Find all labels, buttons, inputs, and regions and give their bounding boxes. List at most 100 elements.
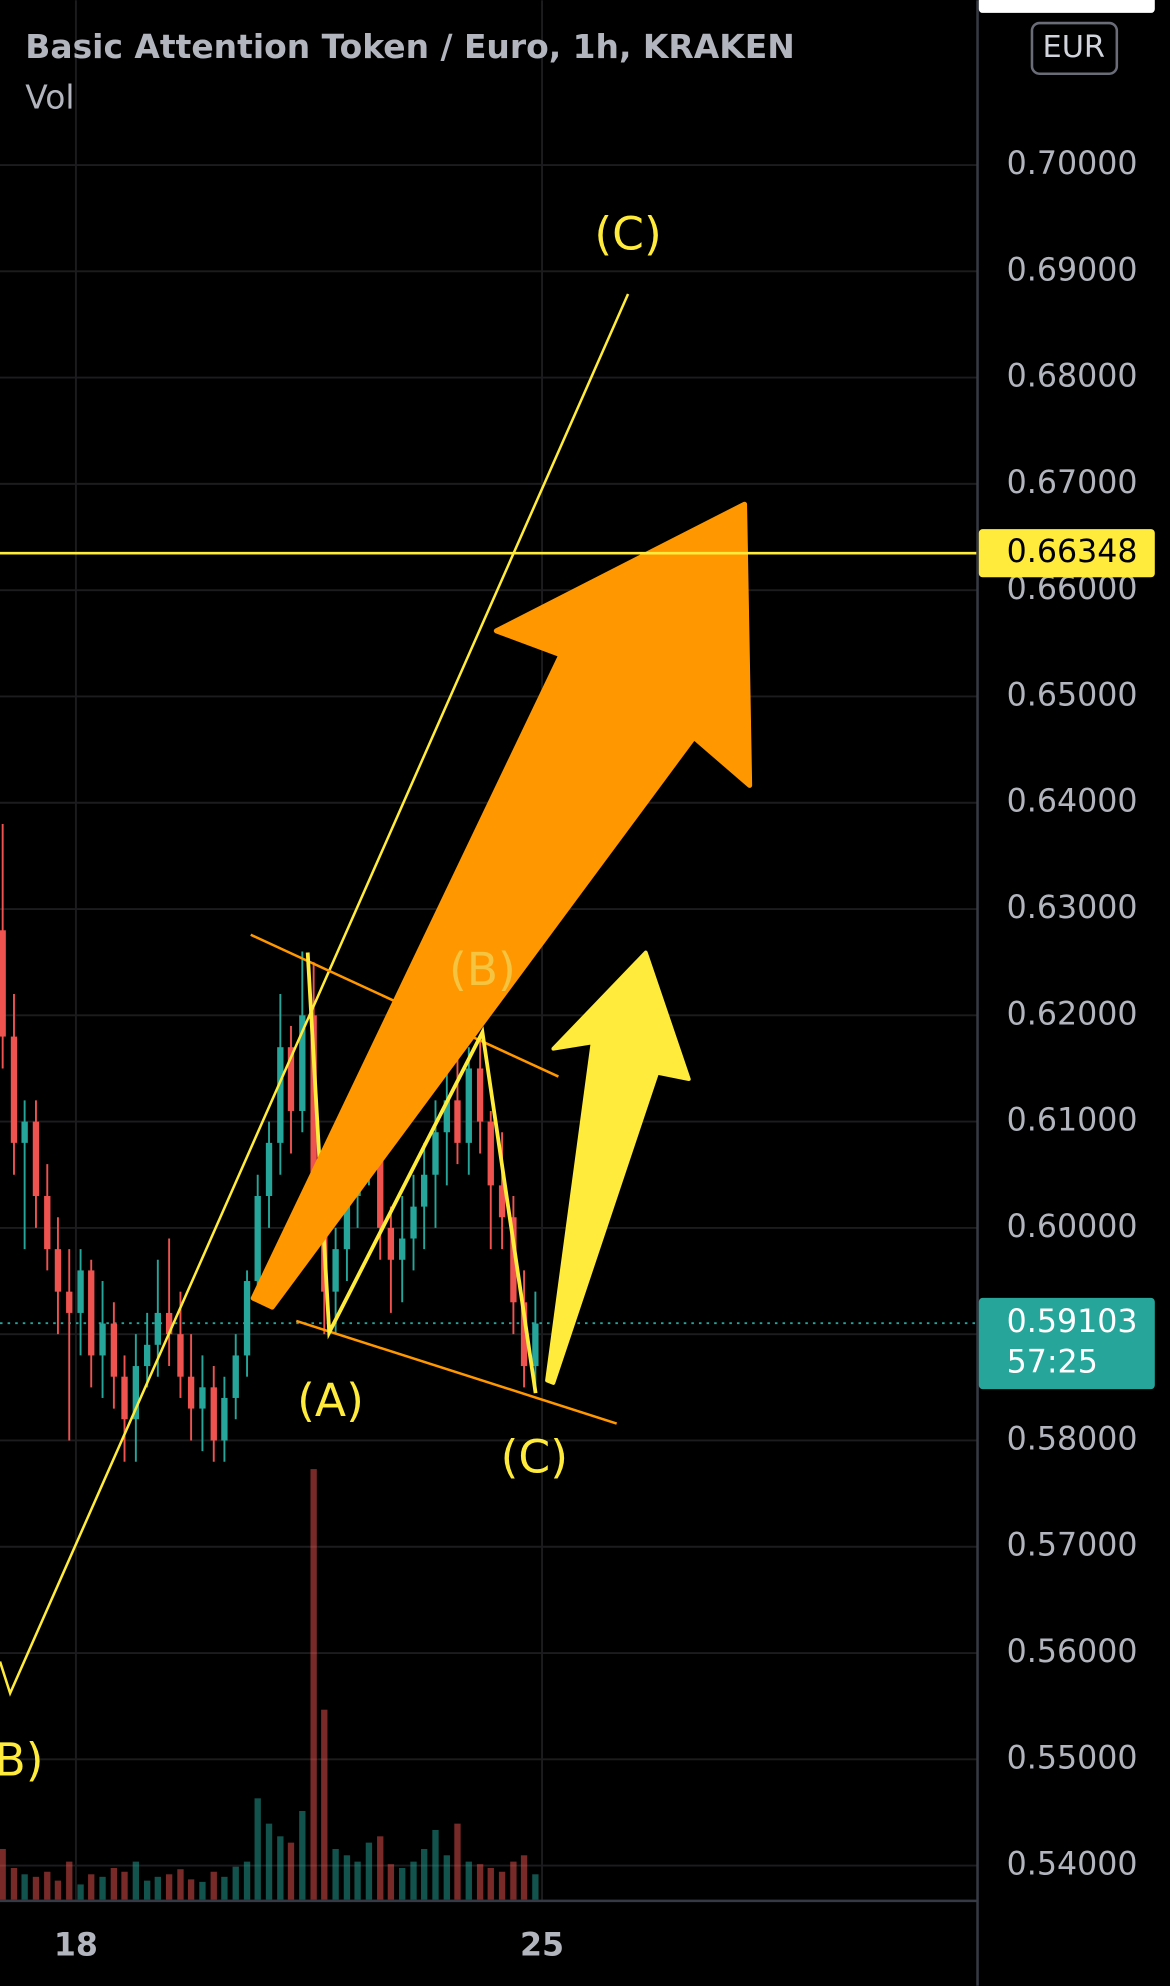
volume-bar [310, 1469, 317, 1900]
candle-body [432, 1132, 439, 1175]
level-label-box [978, 529, 1155, 578]
volume-bar [66, 1861, 73, 1900]
candle-body [421, 1174, 428, 1207]
y-tick-label: 0.56000 [1007, 1634, 1138, 1670]
volume-bar [121, 1871, 128, 1900]
candle-body [287, 1047, 295, 1111]
candle-body [10, 1036, 18, 1143]
candle-body [177, 1334, 184, 1377]
candle-body [310, 1015, 317, 1207]
volume-bar [299, 1810, 306, 1900]
x-tick-label: 25 [520, 1927, 564, 1963]
volume-bar [99, 1876, 106, 1900]
candle-body [0, 930, 6, 1037]
candle-body [221, 1397, 228, 1441]
y-tick-label: 0.68000 [1007, 359, 1138, 395]
volume-bar [410, 1861, 417, 1900]
volume-bar [21, 1874, 28, 1900]
volume-bar [476, 1864, 484, 1900]
y-tick-label: 0.55000 [1007, 1740, 1138, 1776]
volume-bar [32, 1876, 40, 1900]
chart-title: Basic Attention Token / Euro, 1h, KRAKEN [25, 27, 794, 66]
volume-bar [465, 1861, 472, 1900]
level-label: 0.66348 [1007, 534, 1138, 570]
axes: 0.540000.550000.560000.570000.580000.590… [54, 146, 1155, 1963]
candle-body [44, 1196, 51, 1250]
volume-bar [343, 1855, 351, 1900]
wave-label: (A) [297, 1374, 364, 1427]
candle-body [277, 1047, 284, 1143]
volume-bar [0, 1848, 6, 1900]
volume-bar [510, 1861, 517, 1900]
candle-body [88, 1270, 95, 1356]
candle-body [498, 1185, 506, 1218]
candle-body [410, 1206, 417, 1239]
volume-bar [387, 1864, 395, 1900]
yellow-arrow [545, 950, 691, 1385]
volume-bar [365, 1842, 373, 1900]
volume-label: Vol [25, 78, 74, 117]
candle-body [143, 1344, 151, 1367]
volume-bar [88, 1874, 95, 1900]
candle-body [465, 1068, 472, 1143]
candle-body [154, 1312, 161, 1345]
volume-bar [10, 1867, 18, 1900]
volume-bar [44, 1871, 51, 1900]
y-tick-label: 0.54000 [1007, 1847, 1138, 1883]
y-tick-label: 0.65000 [1007, 677, 1138, 713]
y-tick-label: 0.60000 [1007, 1209, 1138, 1245]
volume-bar [165, 1874, 173, 1900]
volume-bar [277, 1836, 284, 1900]
candle-body [32, 1121, 40, 1197]
volume-bar [254, 1798, 261, 1900]
volume-bar [487, 1867, 494, 1900]
candle-body [77, 1270, 84, 1313]
y-tick-label: 0.57000 [1007, 1528, 1138, 1564]
volume-bar [243, 1861, 251, 1900]
volume-bar [77, 1884, 84, 1900]
y-tick-label: 0.61000 [1007, 1103, 1138, 1139]
candle-body [165, 1312, 173, 1335]
currency: EUR [1043, 30, 1106, 65]
volume-bar [177, 1869, 184, 1900]
candle-body [243, 1281, 251, 1356]
volume-bar [377, 1836, 384, 1900]
channel-line [295, 1319, 618, 1425]
volume-bar [354, 1861, 361, 1900]
y-tick-label: 0.69000 [1007, 252, 1138, 288]
candle-body [99, 1323, 106, 1356]
candle-body [254, 1196, 261, 1282]
candle-body [332, 1249, 339, 1292]
volume-bar [443, 1855, 450, 1900]
volume-bar [210, 1871, 217, 1900]
candle-body [265, 1142, 273, 1197]
x-tick-label: 18 [54, 1927, 98, 1963]
drawings: (C) (B) (A) (C) B) [0, 208, 978, 1786]
trend-line [0, 293, 630, 1697]
wave-label: (C) [501, 1431, 568, 1484]
candle-body [343, 1196, 351, 1250]
candle-body [377, 1132, 384, 1228]
volume-bar [221, 1876, 228, 1900]
candle-body [210, 1387, 217, 1441]
candle-body [476, 1068, 484, 1122]
candle-body [387, 1227, 395, 1260]
candle-body [399, 1238, 406, 1260]
volume-bar [520, 1855, 528, 1900]
y-tick-label: 0.67000 [1007, 465, 1138, 501]
candle-body [66, 1291, 73, 1313]
volume-bar [110, 1867, 118, 1900]
volume-bar [532, 1874, 539, 1900]
wave-line [305, 952, 538, 1394]
candle-body [54, 1249, 62, 1292]
wave-label: (C) [594, 208, 661, 261]
candle-body [454, 1100, 461, 1143]
candle-body [510, 1217, 517, 1303]
candle-body [110, 1323, 118, 1377]
volume-bar [54, 1880, 62, 1900]
y-tick-label: 0.70000 [1007, 146, 1138, 182]
volume-bar [232, 1866, 239, 1900]
volume-bar [498, 1871, 506, 1900]
